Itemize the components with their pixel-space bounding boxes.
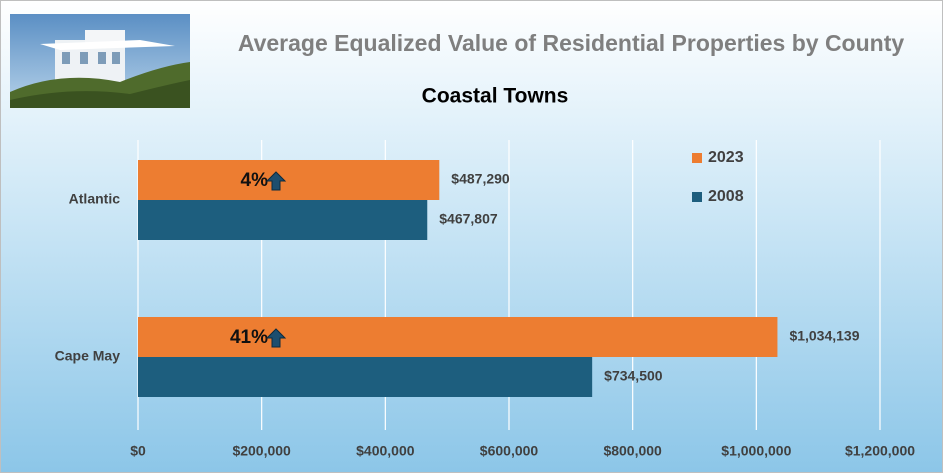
y-tick-label: Atlantic [69,191,121,207]
value-label: $487,290 [451,171,510,187]
photo [10,14,190,108]
x-tick-label: $1,200,000 [845,443,915,459]
x-tick-label: $800,000 [603,443,662,459]
value-label: $467,807 [439,211,498,227]
annotation: 4% [241,170,269,191]
legend-swatch [692,192,702,202]
x-tick-label: $200,000 [232,443,291,459]
legend-label: 2023 [708,149,744,166]
bar [138,160,440,200]
x-tick-label: $1,000,000 [721,443,791,459]
bar [138,357,593,397]
up-arrow [265,171,287,191]
y-tick-label: Cape May [55,348,121,364]
value-label: $734,500 [604,368,663,384]
annotation: 41% [230,327,268,348]
x-tick-label: $600,000 [480,443,539,459]
x-tick-label: $0 [130,443,146,459]
bar [138,317,778,357]
legend-swatch [692,153,702,163]
bar [138,200,428,240]
value-label: $1,034,139 [789,328,859,344]
chart-title: Average Equalized Value of Residential P… [238,30,905,56]
chart-subtitle: Coastal Towns [422,85,569,108]
legend-label: 2008 [708,188,744,205]
up-arrow [265,328,287,348]
x-tick-label: $400,000 [356,443,415,459]
